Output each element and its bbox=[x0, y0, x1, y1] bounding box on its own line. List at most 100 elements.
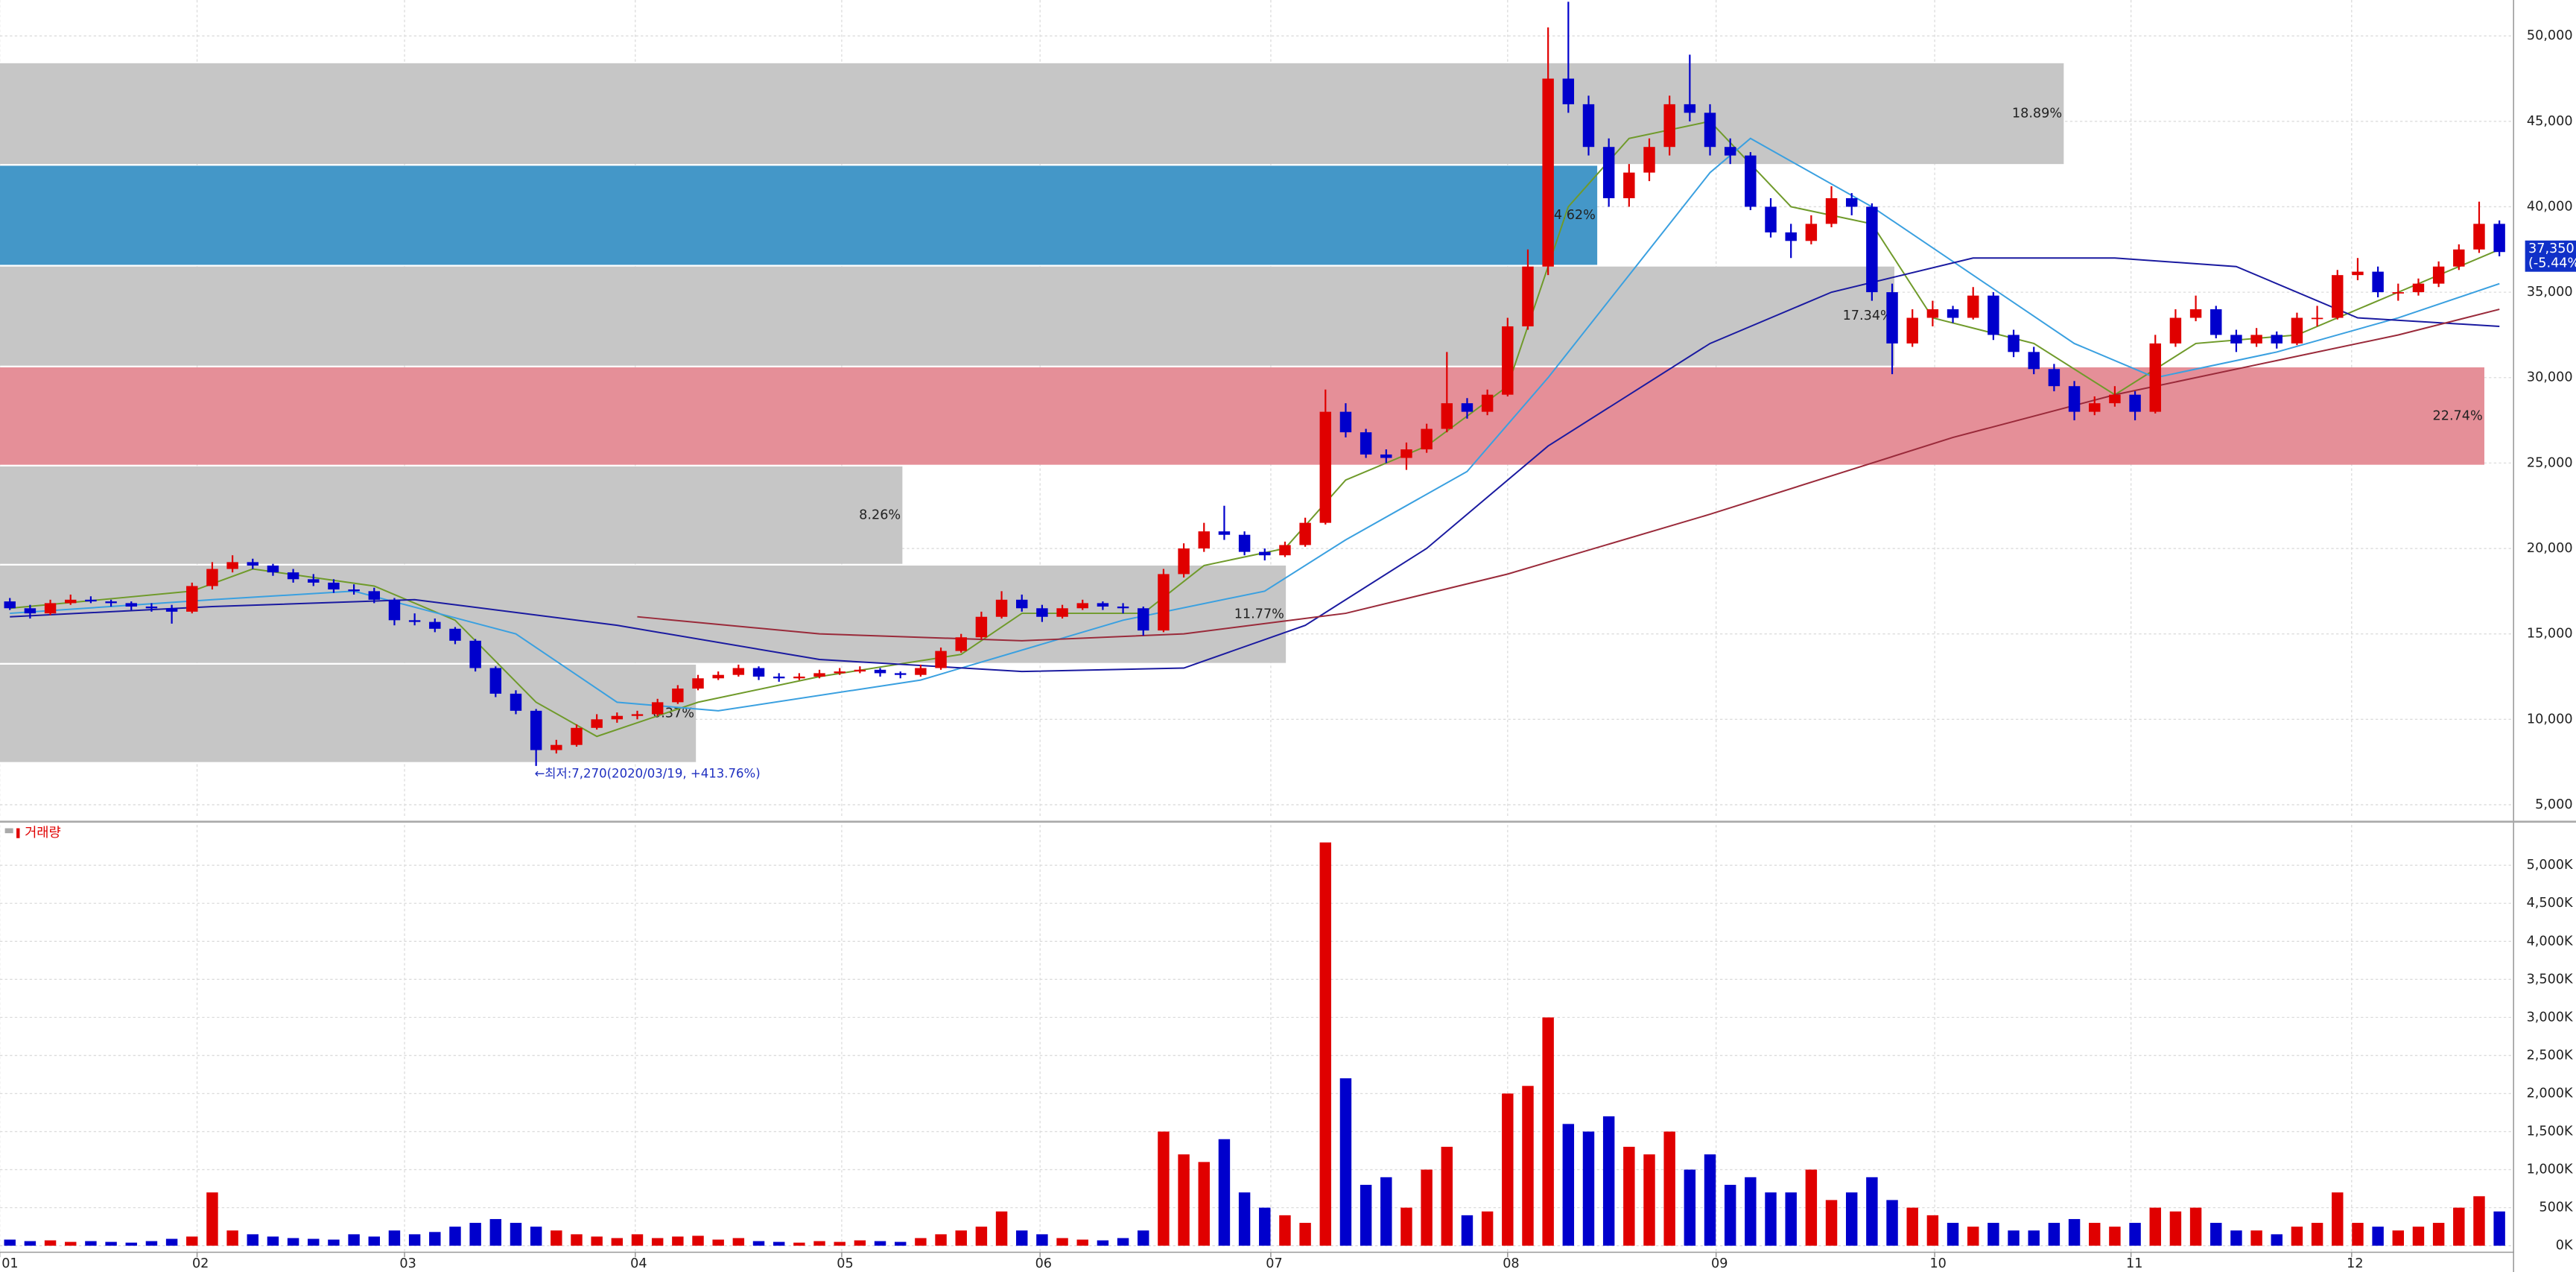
volume-bar bbox=[1886, 1200, 1898, 1246]
volume-bar bbox=[2230, 1230, 2242, 1246]
volume-bar bbox=[752, 1241, 765, 1246]
volume-bar bbox=[388, 1230, 401, 1246]
volume-bar bbox=[1522, 1086, 1534, 1246]
candle-body bbox=[2250, 335, 2262, 344]
candle-body bbox=[2311, 317, 2323, 320]
candle-body bbox=[611, 715, 624, 720]
volume-bar bbox=[510, 1223, 522, 1246]
candle-body bbox=[510, 693, 522, 711]
volume-bar bbox=[1299, 1223, 1311, 1246]
volume-bar bbox=[2372, 1227, 2384, 1246]
candle-body bbox=[1502, 326, 1514, 395]
candle-body bbox=[388, 599, 401, 621]
volume-bar bbox=[1765, 1192, 1777, 1246]
volume-bar bbox=[1845, 1192, 1858, 1246]
x-tick-label: 10 bbox=[1929, 1256, 1946, 1271]
candle-body bbox=[4, 601, 16, 609]
volume-bar bbox=[267, 1236, 279, 1246]
candle-body bbox=[1421, 428, 1433, 450]
volume-bar bbox=[1218, 1139, 1231, 1246]
volume-bar bbox=[206, 1192, 218, 1246]
volume-bar bbox=[2109, 1227, 2121, 1246]
x-tick-label: 08 bbox=[1503, 1256, 1519, 1271]
candle-body bbox=[1643, 147, 1655, 173]
volume-bar bbox=[2332, 1192, 2344, 1246]
x-tick-label: 11 bbox=[2126, 1256, 2142, 1271]
volume-bar bbox=[125, 1242, 137, 1246]
zone-label: 17.34% bbox=[1843, 308, 1893, 323]
candle-body bbox=[2089, 403, 2101, 412]
candle-body bbox=[2068, 386, 2081, 412]
moving-average bbox=[10, 120, 2500, 738]
y-tick-label: 500K bbox=[2539, 1200, 2573, 1215]
volume-bar bbox=[2352, 1223, 2364, 1246]
candle-body bbox=[813, 673, 825, 677]
candle-body bbox=[2392, 292, 2405, 294]
candle-body bbox=[1056, 608, 1068, 617]
volume-bar bbox=[1380, 1177, 1392, 1246]
y-tick-label: 4,000K bbox=[2527, 934, 2573, 949]
candle-body bbox=[1279, 545, 1291, 556]
y-tick-label: 40,000 bbox=[2527, 199, 2573, 214]
volume-bar bbox=[1866, 1177, 1878, 1246]
candle-body bbox=[348, 589, 360, 592]
volume-bar bbox=[226, 1230, 238, 1246]
volume-bar bbox=[1481, 1211, 1494, 1246]
candle-body bbox=[2432, 266, 2445, 284]
candle-body bbox=[1542, 78, 1554, 267]
candle-body bbox=[2028, 352, 2040, 370]
volume-bar bbox=[1036, 1234, 1048, 1246]
volume-bar bbox=[1279, 1215, 1291, 1246]
volume-bar bbox=[2250, 1230, 2262, 1246]
candle-body bbox=[2189, 309, 2202, 318]
candle-body bbox=[1117, 606, 1129, 609]
volume-bar bbox=[1663, 1131, 1675, 1246]
candle-body bbox=[287, 572, 299, 580]
candle-body bbox=[1360, 432, 1372, 455]
volume-bar bbox=[1158, 1131, 1170, 1246]
candle-body bbox=[651, 702, 664, 715]
volume-bar bbox=[1967, 1227, 1979, 1246]
last-price: 37,350 bbox=[2528, 241, 2575, 256]
volume-bar bbox=[2493, 1211, 2505, 1246]
volume-bar bbox=[995, 1211, 1008, 1246]
candle-body bbox=[1138, 608, 1149, 631]
volume-bar bbox=[2129, 1223, 2141, 1246]
candle-body bbox=[551, 744, 562, 750]
volume-bar bbox=[773, 1241, 785, 1246]
volume-bar bbox=[1745, 1177, 1757, 1246]
zone-label: 8.26% bbox=[859, 507, 901, 522]
volume-bar bbox=[1238, 1192, 1251, 1246]
volume-bar bbox=[2089, 1223, 2101, 1246]
last-price-box bbox=[2525, 240, 2576, 272]
x-tick-label: 01 bbox=[1, 1256, 18, 1271]
volume-bar bbox=[894, 1241, 907, 1246]
volume-bar bbox=[1441, 1146, 1453, 1246]
volume-bar bbox=[1097, 1240, 1109, 1246]
candle-body bbox=[408, 620, 421, 622]
volume-zone bbox=[0, 367, 2484, 465]
candle-body bbox=[247, 562, 258, 566]
volume-bar bbox=[1805, 1169, 1818, 1246]
x-tick-label: 12 bbox=[2347, 1256, 2363, 1271]
candle-body bbox=[1825, 197, 1838, 224]
candle-body bbox=[2210, 309, 2222, 335]
volume-bar bbox=[1623, 1146, 1635, 1246]
candle-body bbox=[773, 676, 785, 679]
volume-bar bbox=[2189, 1207, 2202, 1246]
volume-bar bbox=[1825, 1200, 1838, 1246]
volume-zone bbox=[0, 165, 1598, 265]
candle-body bbox=[1259, 551, 1271, 556]
y-tick-label: 25,000 bbox=[2527, 455, 2573, 470]
volume-zone bbox=[0, 63, 2064, 165]
candle-body bbox=[2109, 394, 2121, 404]
volume-bar bbox=[793, 1242, 805, 1246]
candle-body bbox=[2493, 224, 2505, 253]
candle-body bbox=[2008, 335, 2020, 352]
volume-bar bbox=[165, 1238, 178, 1246]
zone-label: 14.62% bbox=[1546, 208, 1596, 223]
volume-bar bbox=[1947, 1223, 1959, 1246]
volume-bar bbox=[1704, 1154, 1716, 1246]
volume-bar bbox=[489, 1218, 502, 1246]
